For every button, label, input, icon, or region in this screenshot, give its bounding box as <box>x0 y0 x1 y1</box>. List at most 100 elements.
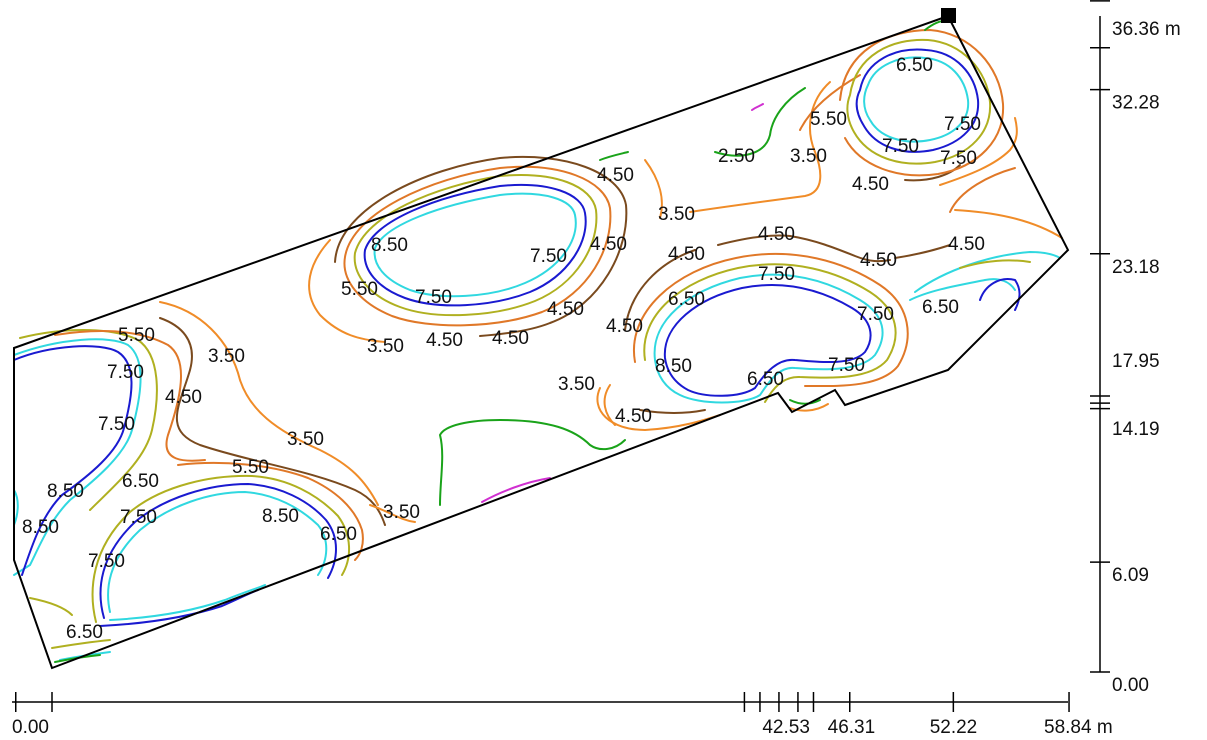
contour-line <box>54 330 206 462</box>
contour-label: 7.50 <box>758 264 795 285</box>
contour-line <box>644 159 663 219</box>
contour-label: 7.50 <box>940 148 977 169</box>
y-tick-label: 32.28 <box>1112 93 1160 114</box>
x-tick-label: 0.00 <box>12 717 49 738</box>
contour-line <box>846 38 992 165</box>
contour-label: 2.50 <box>718 146 755 167</box>
contour-label: 5.50 <box>810 109 847 130</box>
x-axis: 0.00 42.53 46.31 52.22 58.84 m <box>12 692 1113 738</box>
contour-label: 6.50 <box>896 55 933 76</box>
contour-line <box>863 56 970 143</box>
contour-line <box>789 399 821 405</box>
contour-line <box>19 329 158 511</box>
contour-label: 6.50 <box>66 622 103 643</box>
y-tick-label: 6.09 <box>1112 565 1149 586</box>
contour-line <box>177 461 364 561</box>
contour-label: 6.50 <box>922 297 959 318</box>
contour-line <box>159 301 379 506</box>
contour-label: 4.50 <box>597 165 634 186</box>
contour-line <box>959 259 1031 269</box>
contour-label: 3.50 <box>658 204 695 225</box>
contour-line <box>159 317 386 526</box>
contour-line <box>481 477 551 503</box>
y-tick-label: 23.18 <box>1112 257 1160 278</box>
contour-line <box>599 151 629 161</box>
contour-line <box>343 165 612 327</box>
contour-line <box>949 167 1016 213</box>
contour-label: 7.50 <box>828 355 865 376</box>
y-axis: 0.00 6.09 14.19 17.95 23.18 32.28 36.36 m <box>1090 0 1181 696</box>
contour-label: 4.50 <box>426 330 463 351</box>
contour-label: 7.50 <box>120 507 157 528</box>
contour-line <box>979 278 1021 311</box>
x-tick-label: 52.22 <box>930 717 978 738</box>
contour-label: 6.50 <box>320 524 357 545</box>
contour-label: 3.50 <box>383 502 420 523</box>
x-axis-labels: 0.00 42.53 46.31 52.22 58.84 m <box>12 717 1113 738</box>
contour-label: 8.50 <box>655 356 692 377</box>
y-tick-label: 36.36 m <box>1112 19 1181 40</box>
contour-line <box>91 474 351 623</box>
contour-label: 4.50 <box>590 234 627 255</box>
contour-line <box>51 639 111 649</box>
contour-line <box>334 156 628 337</box>
contour-label: 4.50 <box>606 316 643 337</box>
contour-label: 4.50 <box>860 250 897 271</box>
y-tick-label: 0.00 <box>1112 675 1149 696</box>
contour-line <box>663 284 872 397</box>
contour-line <box>639 409 706 415</box>
contour-label: 7.50 <box>415 287 452 308</box>
contour-line <box>904 164 961 182</box>
contour-line <box>369 504 416 523</box>
contour-labels: 2.50 3.50 3.50 3.50 3.50 3.50 3.50 3.50 … <box>22 55 985 643</box>
origin-marker <box>941 8 956 23</box>
contour-label: 6.50 <box>122 471 159 492</box>
contour-line <box>714 87 806 157</box>
contour-line <box>653 273 884 404</box>
contour-label: 3.50 <box>208 346 245 367</box>
contour-label: 4.50 <box>852 174 889 195</box>
x-tick-label: 46.31 <box>828 717 876 738</box>
contour-line <box>107 491 328 613</box>
contour-label: 4.50 <box>492 328 529 349</box>
contour-line <box>855 48 980 153</box>
contour-line <box>596 387 721 431</box>
contour-label: 8.50 <box>371 235 408 256</box>
contour-label: 8.50 <box>262 506 299 527</box>
contour-label: 8.50 <box>47 481 84 502</box>
contour-label: 4.50 <box>948 234 985 255</box>
contour-line <box>99 483 337 619</box>
contour-lines <box>13 19 1063 663</box>
x-tick-label: 58.84 m <box>1044 717 1113 738</box>
contour-line <box>624 249 696 331</box>
contour-line <box>799 74 861 131</box>
contour-line <box>439 419 626 506</box>
contour-line <box>894 244 951 259</box>
y-tick-label: 17.95 <box>1112 351 1160 372</box>
contour-line <box>308 239 386 343</box>
contour-line <box>789 403 829 412</box>
contour-label: 6.50 <box>668 289 705 310</box>
contour-label: 7.50 <box>98 414 135 435</box>
contour-label: 7.50 <box>107 362 144 383</box>
contour-label: 7.50 <box>857 304 894 325</box>
contour-line <box>373 192 577 298</box>
contour-line <box>914 251 1061 293</box>
contour-line <box>109 584 266 621</box>
contour-line <box>13 345 133 576</box>
contour-line <box>717 234 891 263</box>
contour-label: 7.50 <box>882 136 919 157</box>
contour-label: 4.50 <box>615 406 652 427</box>
y-axis-ticks <box>1090 0 1110 673</box>
contour-label: 6.50 <box>747 369 784 390</box>
contour-label: 3.50 <box>790 146 827 167</box>
contour-label: 5.50 <box>232 457 269 478</box>
contour-label: 5.50 <box>341 279 378 300</box>
y-tick-label: 14.19 <box>1112 419 1160 440</box>
contour-label: 4.50 <box>165 387 202 408</box>
contour-label: 4.50 <box>668 244 705 265</box>
y-axis-labels: 0.00 6.09 14.19 17.95 23.18 32.28 36.36 m <box>1112 19 1181 696</box>
contour-label: 4.50 <box>547 299 584 320</box>
contour-label: 8.50 <box>22 517 59 538</box>
field-boundary <box>13 14 1070 670</box>
